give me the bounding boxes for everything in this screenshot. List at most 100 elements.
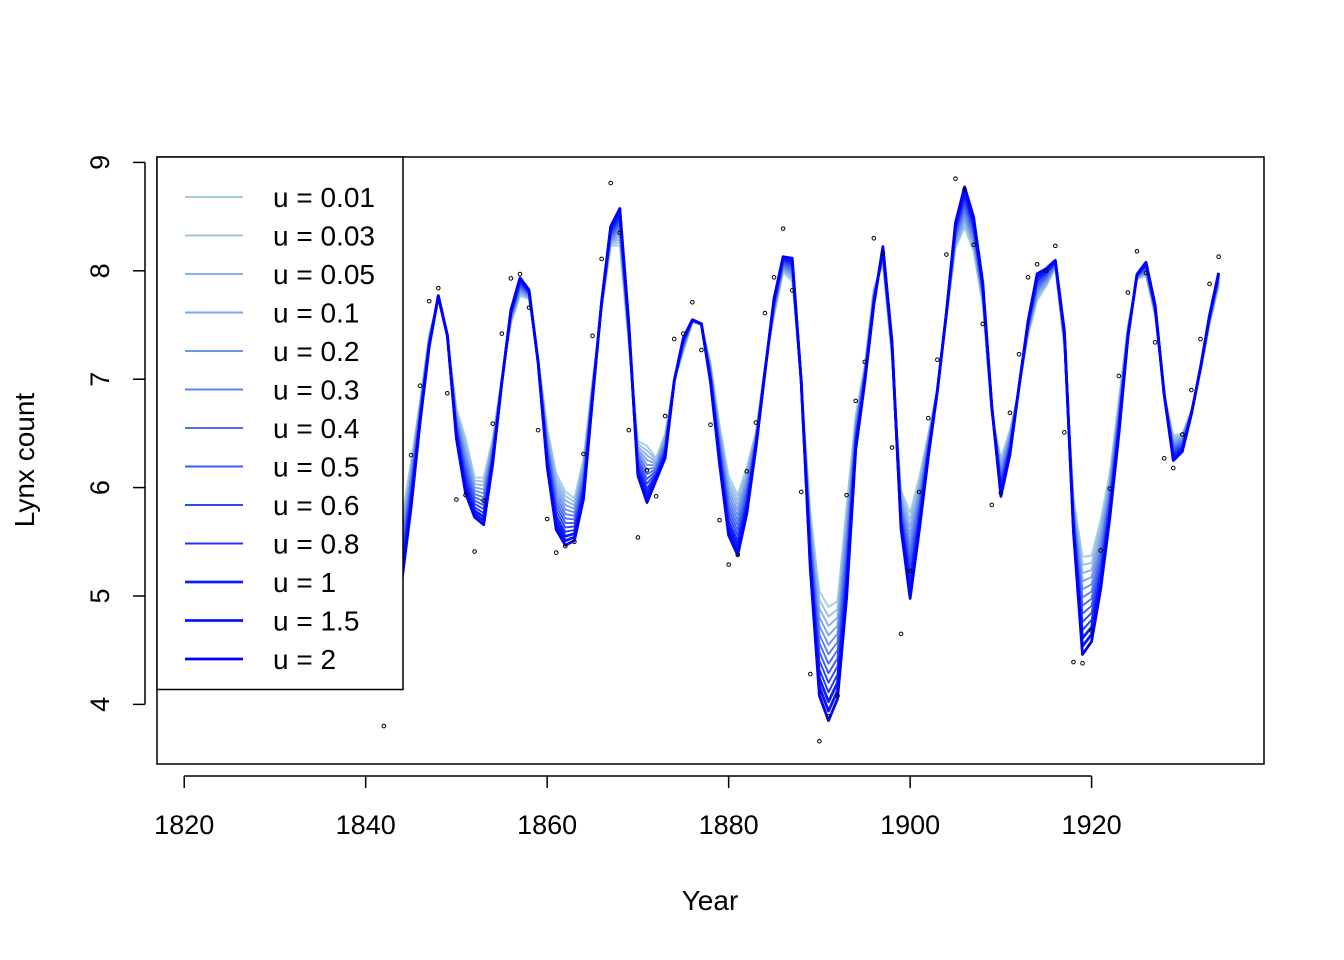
observed-point <box>1016 351 1022 357</box>
observed-point <box>835 693 840 699</box>
observed-point <box>1062 430 1067 435</box>
observed-point <box>735 552 741 558</box>
observed-point <box>717 517 722 523</box>
observed-point <box>1080 660 1085 666</box>
observed-point <box>980 321 986 327</box>
x-tick-label: 1820 <box>154 810 214 840</box>
observed-point <box>998 490 1004 496</box>
legend-label: u = 1.5 <box>273 606 359 637</box>
observed-point <box>1071 659 1076 665</box>
observed-point <box>626 427 632 433</box>
x-tick-label: 1860 <box>517 810 577 840</box>
legend-label: u = 0.6 <box>273 490 359 521</box>
observed-point <box>1170 465 1176 471</box>
observed-point <box>417 383 423 389</box>
observed-point <box>826 714 831 719</box>
observed-point <box>662 413 668 419</box>
observed-point <box>753 420 759 425</box>
x-axis-title: Year <box>682 885 739 916</box>
observed-point <box>644 467 650 473</box>
x-tick-label: 1900 <box>880 810 940 840</box>
observed-point <box>744 469 750 474</box>
observed-point <box>925 415 931 421</box>
observed-point <box>680 331 686 336</box>
observed-point <box>1161 456 1167 461</box>
y-tick-label: 9 <box>85 155 115 170</box>
x-tick-label: 1840 <box>336 810 396 840</box>
observed-point <box>699 347 704 353</box>
observed-point <box>853 398 858 404</box>
observed-point <box>1180 432 1185 437</box>
observed-point <box>463 492 468 498</box>
legend-label: u = 2 <box>273 644 336 675</box>
legend-label: u = 0.1 <box>273 298 359 329</box>
legend-label: u = 1 <box>273 567 336 598</box>
observed-point <box>844 492 849 498</box>
observed-point <box>771 275 777 280</box>
x-tick-label: 1920 <box>1062 810 1122 840</box>
observed-point <box>798 489 804 495</box>
observed-point <box>1089 628 1094 633</box>
observed-point <box>1207 281 1212 287</box>
legend-box <box>156 156 404 691</box>
observed-point <box>517 271 523 277</box>
y-tick-label: 6 <box>85 480 115 495</box>
observed-point <box>653 493 659 499</box>
observed-point <box>608 180 613 186</box>
observed-point <box>789 288 795 293</box>
observed-point <box>381 723 387 729</box>
observed-point <box>808 671 813 677</box>
observed-point <box>1025 275 1031 280</box>
y-tick-label: 7 <box>85 372 115 387</box>
observed-point <box>454 497 459 502</box>
legend-label: u = 0.3 <box>273 375 359 406</box>
observed-point <box>553 550 559 555</box>
observed-point <box>572 539 577 545</box>
observed-point <box>472 549 477 554</box>
observed-point <box>690 299 695 305</box>
legend-label: u = 0.5 <box>273 452 359 483</box>
y-tick-label: 8 <box>85 263 115 278</box>
legend-label: u = 0.2 <box>273 336 359 367</box>
observed-point <box>935 357 940 362</box>
y-tick-label: 5 <box>85 588 115 603</box>
observed-point <box>1053 243 1058 249</box>
observed-point <box>671 336 677 342</box>
observed-point <box>481 498 486 503</box>
observed-point <box>708 422 713 428</box>
observed-point <box>508 276 514 281</box>
observed-point <box>1152 340 1158 345</box>
y-axis: 4 5 6 7 8 9 <box>85 155 146 712</box>
observed-point <box>408 452 414 458</box>
x-axis: 1820 1840 1860 1880 1900 1920 <box>154 775 1122 840</box>
legend-label: u = 0.03 <box>273 221 375 252</box>
observed-point <box>1125 290 1131 295</box>
observed-point <box>617 230 623 236</box>
y-tick-label: 4 <box>85 697 115 712</box>
observed-point <box>435 285 441 291</box>
observed-point <box>944 252 949 257</box>
observed-point <box>599 256 604 262</box>
observed-point <box>817 738 822 744</box>
observed-point <box>898 631 904 637</box>
y-axis-title: Lynx count <box>9 393 40 528</box>
observed-point <box>780 226 786 231</box>
observed-point <box>1198 336 1203 342</box>
observed-point <box>871 235 877 241</box>
observed-point <box>907 568 913 574</box>
observed-point <box>916 489 922 495</box>
observed-point <box>953 176 958 181</box>
observed-point <box>535 427 541 433</box>
observed-point <box>862 359 868 365</box>
observed-point <box>1007 410 1013 416</box>
legend: u = 0.01 u = 0.03 u = 0.05 u = 0.1 u = 0.2 u … <box>156 156 404 691</box>
observed-point <box>889 445 895 450</box>
x-tick-label: 1880 <box>699 810 759 840</box>
observed-point <box>490 421 496 426</box>
observed-point <box>1116 373 1122 379</box>
observed-point <box>544 516 550 522</box>
observed-point <box>762 310 768 316</box>
observed-point <box>563 543 568 549</box>
legend-label: u = 0.01 <box>273 182 375 213</box>
